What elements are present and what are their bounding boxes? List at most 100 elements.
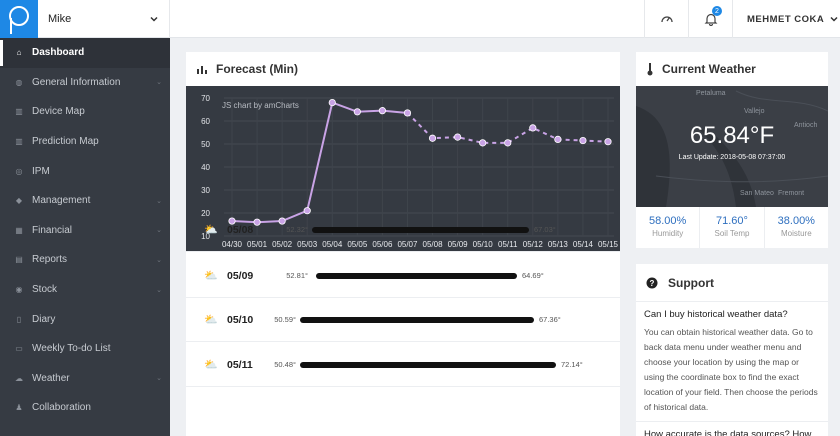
- x-tick-label: 04/30: [222, 240, 243, 249]
- sidebar-item-label: Reports: [32, 254, 68, 266]
- user-select-dropdown[interactable]: Mike: [38, 0, 170, 38]
- account-menu[interactable]: MEHMET COKA: [732, 0, 840, 38]
- weather-stat-humidity: 58.00% Humidity: [636, 207, 701, 248]
- data-point: [278, 217, 286, 225]
- map-place-label: San Mateo: [740, 190, 774, 197]
- sidebar-item-label: Weekly To-do List: [32, 343, 111, 355]
- tag-icon: ◆: [15, 196, 23, 206]
- home-icon: ⌂: [16, 48, 22, 58]
- data-point: [504, 139, 512, 147]
- forecast-row: ⛅ 05/08 52.32° 67.03°: [186, 208, 620, 252]
- y-tick-label: 30: [201, 186, 210, 195]
- chevron-down-icon: [830, 16, 838, 22]
- sidebar-item-diary[interactable]: ▯ Diary: [0, 304, 170, 334]
- data-point: [579, 136, 587, 145]
- app-logo[interactable]: [0, 0, 38, 38]
- sidebar-item-label: Stock: [32, 284, 58, 296]
- forecast-line-chart[interactable]: 10 20 30 40 50 60 70 04/30 05/01 05/02 05/03 05/04 0…: [186, 86, 620, 251]
- sidebar-item-reports[interactable]: ▤ Reports ⌄: [0, 245, 170, 275]
- data-point: [328, 99, 336, 107]
- data-point: [428, 134, 437, 142]
- chevron-down-icon: ⌄: [156, 227, 162, 235]
- sidebar-item-label: Management: [32, 195, 91, 207]
- weather-stat-soil-temp: 71.60° Soil Temp: [700, 207, 765, 248]
- stat-value: 38.00%: [777, 215, 815, 227]
- forecast-chart[interactable]: 10 20 30 40 50 60 70 04/30 05/01 05/02 05/03 05/04 0…: [186, 86, 620, 251]
- data-point: [479, 139, 487, 147]
- sidebar-item-prediction-map[interactable]: ▥ Prediction Map: [0, 127, 170, 157]
- data-point: [353, 108, 361, 116]
- x-tick-label: 05/02: [272, 240, 293, 249]
- sidebar-item-collaboration[interactable]: ♟ Collaboration: [0, 393, 170, 423]
- faq-question-2[interactable]: How accurate is the data sources? How ac…: [636, 420, 828, 436]
- x-tick-label: 05/08: [423, 240, 444, 249]
- globe-icon: ◎: [15, 166, 23, 176]
- chevron-down-icon: ⌄: [156, 375, 162, 383]
- sidebar-item-financial[interactable]: ▦ Financial ⌄: [0, 216, 170, 246]
- partly-cloudy-icon: ⛅: [204, 270, 218, 282]
- map-place-label: Antioch: [794, 122, 818, 129]
- support-panel: ? Support Can I buy historical weather d…: [636, 264, 828, 436]
- sidebar-item-dashboard[interactable]: ⌂ Dashboard: [0, 38, 170, 68]
- sidebar-item-ipm[interactable]: ◎ IPM: [0, 156, 170, 186]
- sidebar-item-weather[interactable]: ☁ Weather ⌄: [0, 364, 170, 394]
- x-tick-label: 05/07: [397, 240, 418, 249]
- chevron-down-icon: ⌄: [156, 256, 162, 264]
- x-tick-label: 05/06: [372, 240, 393, 249]
- map-place-label: Petaluma: [696, 90, 726, 97]
- partly-cloudy-icon: ⛅: [204, 359, 218, 371]
- dashboard-gauge-button[interactable]: [644, 0, 688, 38]
- x-tick-label: 05/11: [498, 240, 518, 249]
- data-point: [604, 138, 612, 146]
- stat-label: Soil Temp: [714, 229, 750, 238]
- forecast-min: 50.59°: [274, 315, 296, 324]
- x-tick-label: 05/04: [322, 240, 343, 249]
- forecast-panel: Forecast (Min) 10 20 30 40 50 60 70 04/30 05/01 0…: [186, 52, 620, 436]
- sidebar-item-label: Weather: [32, 372, 70, 384]
- y-tick-label: 70: [201, 94, 210, 103]
- x-tick-label: 05/13: [548, 240, 569, 249]
- current-temperature: 65.84°F: [689, 122, 775, 149]
- map-place-label: Vallejo: [744, 108, 765, 115]
- y-tick-label: 20: [201, 209, 210, 218]
- data-point: [228, 217, 236, 225]
- faq-question-1[interactable]: Can I buy historical weather data?: [644, 309, 788, 320]
- notification-badge: 2: [712, 6, 722, 16]
- chevron-down-icon: ⌄: [156, 286, 162, 294]
- x-tick-label: 05/03: [297, 240, 318, 249]
- current-weather-header: Current Weather: [636, 52, 828, 86]
- bar-chart-icon: [197, 66, 207, 74]
- current-weather-panel: Current Weather Petaluma Vallejo Antioch Sa…: [636, 52, 828, 248]
- bell-icon: [704, 13, 717, 26]
- weather-map[interactable]: Petaluma Vallejo Antioch San Mateo Fremont 6…: [636, 86, 828, 207]
- sidebar-item-general-information[interactable]: ◍ General Information ⌄: [0, 68, 170, 98]
- sidebar-item-weekly-to-do-list[interactable]: ▭ Weekly To-do List: [0, 334, 170, 364]
- forecast-min: 52.81°: [286, 271, 308, 280]
- calculator-icon: ▦: [15, 225, 23, 235]
- series-line-dashed: [406, 112, 609, 144]
- logo-icon: [9, 6, 29, 34]
- weather-stat-moisture: 38.00% Moisture: [765, 207, 828, 248]
- users-icon: ♟: [15, 403, 23, 413]
- partly-cloudy-icon: ⛅: [204, 314, 218, 326]
- forecast-date: 05/10: [227, 313, 254, 326]
- forecast-panel-header: Forecast (Min): [186, 52, 620, 86]
- sidebar-item-device-map[interactable]: ▥ Device Map: [0, 97, 170, 127]
- map-place-label: Fremont: [778, 190, 805, 197]
- sidebar-item-label: Collaboration: [32, 402, 91, 414]
- sidebar-item-management[interactable]: ◆ Management ⌄: [0, 186, 170, 216]
- notifications-button[interactable]: 2: [688, 0, 732, 38]
- stat-label: Humidity: [652, 229, 684, 238]
- forecast-date: 05/08: [227, 223, 254, 236]
- sidebar-item-label: Financial: [32, 224, 73, 236]
- book-icon: ▯: [16, 314, 22, 324]
- cloud-icon: ☁: [15, 373, 23, 383]
- forecast-max: 67.03°: [534, 225, 556, 234]
- sidebar-item-stock[interactable]: ◉ Stock ⌄: [0, 275, 170, 305]
- x-tick-label: 05/01: [247, 240, 268, 249]
- forecast-date: 05/09: [227, 269, 254, 282]
- thermometer-icon: [647, 63, 653, 76]
- forecast-row: ⛅ 05/11 50.48° 72.14°: [186, 343, 620, 387]
- sidebar-item-label: General Information: [32, 76, 121, 88]
- chart-icon: ▤: [15, 255, 23, 265]
